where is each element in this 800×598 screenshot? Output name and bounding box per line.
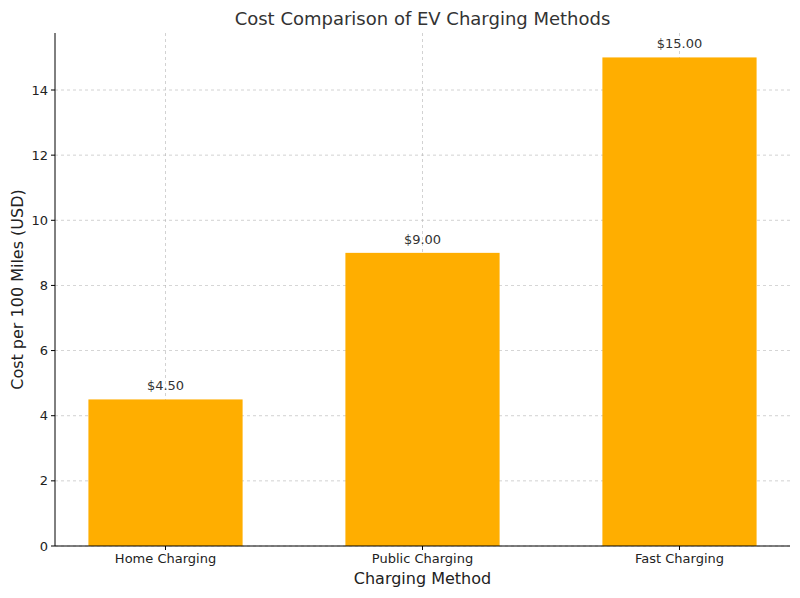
y-tick	[51, 480, 55, 481]
y-tick	[51, 155, 55, 156]
chart-svg: $4.50 $9.00 $15.00 0 2 4 6 8 10 12 14 Home Charging…	[0, 0, 800, 598]
x-tick	[165, 546, 166, 550]
y-tick-label: 6	[40, 343, 48, 358]
y-tick-label: 8	[40, 278, 48, 293]
x-ticks: Home Charging Public Charging Fast Chargin…	[115, 546, 724, 566]
y-tick-label: 14	[31, 83, 48, 98]
data-label: $15.00	[657, 36, 703, 51]
x-tick-label: Public Charging	[372, 551, 473, 566]
chart-container: $4.50 $9.00 $15.00 0 2 4 6 8 10 12 14 Home Charging…	[0, 0, 800, 598]
y-tick	[51, 546, 55, 547]
bar	[602, 57, 756, 546]
data-label: $9.00	[404, 232, 441, 247]
x-tick-label: Fast Charging	[635, 551, 724, 566]
y-axis-line	[55, 33, 56, 546]
data-labels: $4.50 $9.00 $15.00	[147, 36, 702, 393]
bars	[88, 57, 756, 546]
grid	[55, 33, 790, 546]
bar	[345, 253, 499, 546]
y-tick	[51, 220, 55, 221]
y-tick-label: 4	[40, 408, 48, 423]
data-label: $4.50	[147, 378, 184, 393]
y-tick	[51, 285, 55, 286]
bar	[88, 399, 242, 546]
y-tick-label: 2	[40, 473, 48, 488]
y-tick	[51, 350, 55, 351]
y-tick-label: 0	[40, 539, 48, 554]
x-tick	[679, 546, 680, 550]
y-tick	[51, 90, 55, 91]
y-axis-label: Cost per 100 Miles (USD)	[8, 189, 27, 390]
y-tick-label: 12	[31, 148, 48, 163]
y-tick	[51, 415, 55, 416]
x-axis-label: Charging Method	[354, 569, 491, 588]
x-tick	[422, 546, 423, 550]
x-tick-label: Home Charging	[115, 551, 216, 566]
y-ticks: 0 2 4 6 8 10 12 14	[31, 83, 55, 554]
chart-title: Cost Comparison of EV Charging Methods	[235, 8, 611, 29]
y-tick-label: 10	[31, 213, 48, 228]
